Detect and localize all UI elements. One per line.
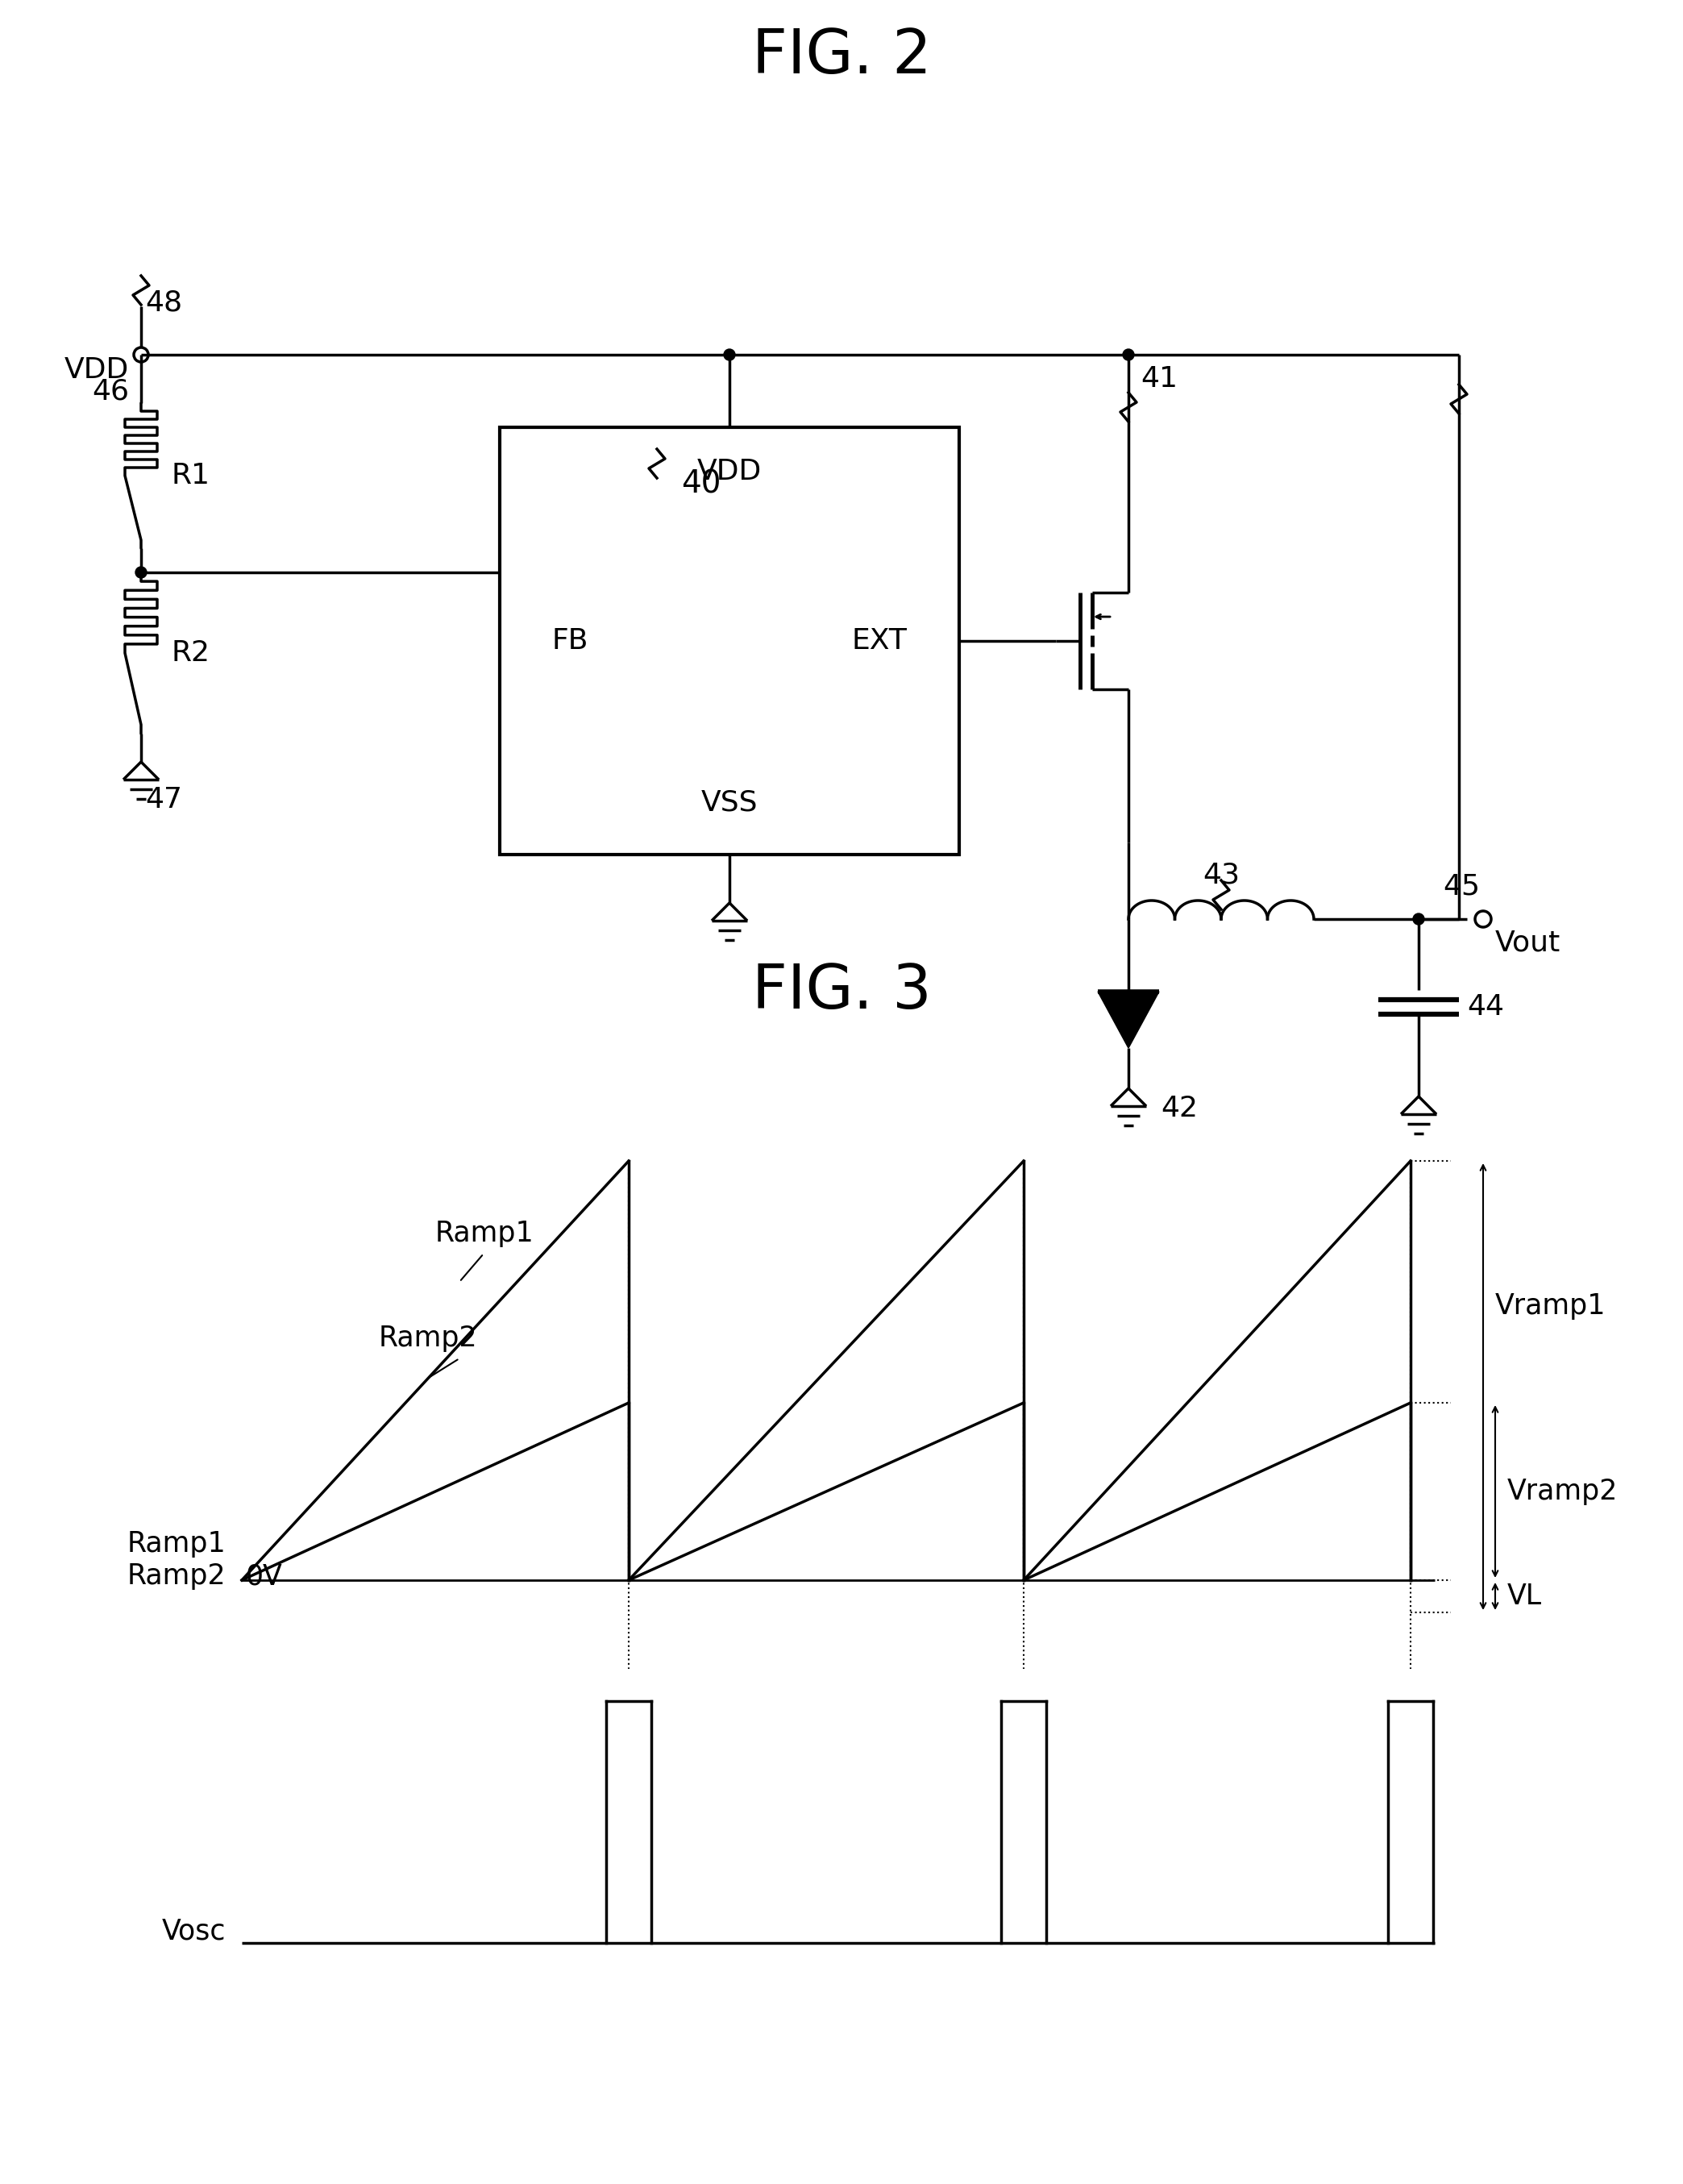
Text: R1: R1	[172, 463, 210, 489]
Text: Vramp1: Vramp1	[1495, 1293, 1606, 1319]
Text: Ramp1: Ramp1	[126, 1531, 226, 1557]
Text: FIG. 2: FIG. 2	[752, 26, 931, 85]
Text: 42: 42	[1161, 1094, 1198, 1123]
Text: 44: 44	[1468, 994, 1505, 1020]
Text: R2: R2	[172, 640, 210, 666]
Text: 0V: 0V	[246, 1562, 283, 1590]
Circle shape	[1414, 913, 1424, 924]
Text: 40: 40	[682, 467, 720, 498]
Text: EXT: EXT	[852, 627, 907, 655]
Text: VDD: VDD	[64, 356, 130, 384]
Text: 47: 47	[145, 786, 182, 812]
Text: FIG. 3: FIG. 3	[752, 961, 931, 1022]
Text: Ramp1: Ramp1	[436, 1221, 534, 1247]
Text: Vramp2: Vramp2	[1508, 1479, 1617, 1505]
Bar	[500, 428, 959, 854]
Circle shape	[1123, 349, 1134, 360]
Text: VSS: VSS	[702, 788, 757, 817]
Text: 45: 45	[1442, 874, 1479, 900]
Text: Ramp2: Ramp2	[379, 1324, 478, 1352]
Text: 46: 46	[93, 378, 130, 404]
Text: Vout: Vout	[1495, 930, 1560, 957]
Text: 48: 48	[145, 288, 182, 317]
Polygon shape	[1097, 992, 1160, 1048]
Text: VL: VL	[1508, 1583, 1542, 1610]
Circle shape	[724, 349, 735, 360]
Circle shape	[135, 568, 146, 579]
Text: VDD: VDD	[697, 459, 762, 485]
Text: Ramp2: Ramp2	[126, 1562, 226, 1590]
Text: 41: 41	[1141, 365, 1178, 393]
Text: Vosc: Vosc	[162, 1918, 226, 1944]
Text: FB: FB	[552, 627, 589, 655]
Text: 43: 43	[1203, 860, 1240, 889]
